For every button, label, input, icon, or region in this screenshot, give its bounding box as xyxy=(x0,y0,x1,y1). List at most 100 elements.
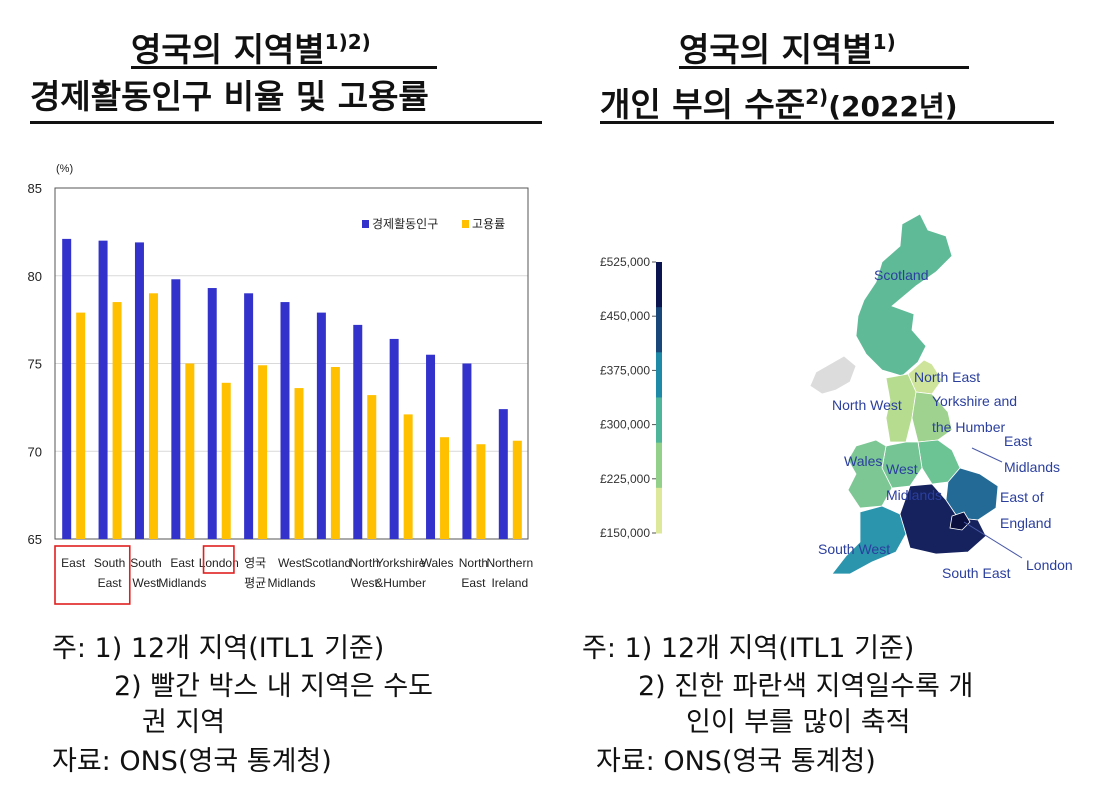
bar-econ-active-12 xyxy=(498,409,508,539)
category-label: Wales xyxy=(421,556,454,570)
right-title-underline1 xyxy=(679,66,969,69)
bar-econ-active-3 xyxy=(171,279,181,539)
right-note-2: 2) 진한 파란색 지역일수록 개 xyxy=(638,671,974,702)
map-label: East xyxy=(1004,433,1032,449)
category-label: West xyxy=(278,556,306,570)
right-title-underline2 xyxy=(600,121,1054,124)
category-label: 평균 xyxy=(244,576,266,590)
bar-employment-9 xyxy=(403,414,413,539)
left-title-underline1 xyxy=(131,66,437,69)
london-highlight-box xyxy=(202,545,235,574)
left-title-underline2 xyxy=(30,121,542,124)
category-label: 영국 xyxy=(244,556,266,570)
region-london xyxy=(949,511,971,531)
y-tick-label: 65 xyxy=(28,532,42,547)
bar-econ-active-4 xyxy=(207,288,217,539)
legend-label-1: 고용률 xyxy=(472,217,505,231)
london-leader-line xyxy=(963,521,1023,559)
category-label: South xyxy=(94,556,125,570)
map-label: London xyxy=(1026,557,1073,573)
bar-employment-8 xyxy=(367,395,377,539)
bar-employment-5 xyxy=(258,365,268,539)
region-scotland xyxy=(855,213,953,377)
scale-segment xyxy=(656,262,662,308)
right-panel: 영국의 지역별1) 개인 부의 수준2)(2022년) £525,000 £450… xyxy=(560,0,1110,804)
map-label: England xyxy=(1000,515,1051,531)
map-label: Midlands xyxy=(886,487,942,503)
category-label: North xyxy=(459,556,488,570)
category-label: London xyxy=(199,556,239,570)
right-source: 자료: ONS(영국 통계청) xyxy=(596,746,876,777)
category-label: East xyxy=(170,556,195,570)
scale-tick-label: £300,000 xyxy=(600,418,650,432)
east-midlands-leader-line xyxy=(971,447,1003,463)
scale-tick-label: £375,000 xyxy=(600,363,650,377)
bar-employment-6 xyxy=(294,388,304,539)
category-label: &Humber xyxy=(375,576,426,590)
y-unit-label: (%) xyxy=(56,163,73,175)
bar-employment-12 xyxy=(512,440,522,539)
bar-econ-active-7 xyxy=(316,312,326,539)
scale-tick-label: £450,000 xyxy=(600,309,650,323)
right-title-line2: 개인 부의 수준2)(2022년) xyxy=(600,85,958,124)
category-label: Midlands xyxy=(158,576,206,590)
category-label: West xyxy=(351,576,379,590)
bar-chart: (%) 65 70 75 80 85 East South East South West East M… xyxy=(28,163,533,605)
left-note-2: 2) 빨간 박스 내 지역은 수도 xyxy=(114,671,434,702)
wealth-map: £525,000 £450,000 £375,000 £300,000 £225,000… xyxy=(600,213,1073,581)
category-label: Northern xyxy=(486,556,533,570)
category-label: East xyxy=(98,576,123,590)
right-note-1: 주: 1) 12개 지역(ITL1 기준) xyxy=(582,633,915,664)
bar-econ-active-5 xyxy=(244,293,254,539)
category-label: East xyxy=(61,556,86,570)
category-label: Scotland xyxy=(305,556,352,570)
bar-employment-10 xyxy=(440,437,450,539)
capital-highlight-box xyxy=(54,545,131,605)
category-label: Ireland xyxy=(491,576,528,590)
scale-segment xyxy=(656,307,662,353)
bar-employment-2 xyxy=(148,293,158,539)
map-label: the Humber xyxy=(932,419,1005,435)
left-note-3: 권 지역 xyxy=(142,707,226,738)
category-label: South xyxy=(130,556,161,570)
bar-employment-7 xyxy=(330,367,340,539)
map-label: West xyxy=(886,461,918,477)
map-label: Wales xyxy=(844,453,882,469)
region-south-east xyxy=(899,483,987,555)
map-label: North East xyxy=(914,369,980,385)
bar-employment-1 xyxy=(112,302,122,539)
bar-econ-active-1 xyxy=(98,240,108,539)
bar-employment-11 xyxy=(476,444,486,539)
bar-employment-0 xyxy=(76,312,86,539)
scale-segment xyxy=(656,352,662,398)
bar-econ-active-10 xyxy=(426,354,436,539)
bar-employment-3 xyxy=(185,363,195,539)
map-label: Midlands xyxy=(1004,459,1060,475)
left-source: 자료: ONS(영국 통계청) xyxy=(52,746,332,777)
scale-tick-label: £150,000 xyxy=(600,526,650,540)
category-label: West xyxy=(132,576,160,590)
bar-econ-active-2 xyxy=(134,242,144,539)
legend-swatch-0 xyxy=(362,220,369,228)
y-tick-label: 70 xyxy=(28,444,42,459)
category-label: Yorkshire xyxy=(376,556,426,570)
map-label: South East xyxy=(942,565,1011,581)
map-label: South West xyxy=(818,541,890,557)
scale-tick-label: £225,000 xyxy=(600,472,650,486)
legend-swatch-1 xyxy=(462,220,469,228)
map-label: North West xyxy=(832,397,902,413)
bar-econ-active-0 xyxy=(62,238,72,539)
left-title-line1: 영국의 지역별1)2) xyxy=(131,30,371,69)
y-tick-label: 85 xyxy=(28,181,42,196)
right-title-line1: 영국의 지역별1) xyxy=(679,30,896,69)
category-label: East xyxy=(461,576,486,590)
left-note-1: 주: 1) 12개 지역(ITL1 기준) xyxy=(52,633,385,664)
region-south-west xyxy=(831,505,907,575)
bar-econ-active-9 xyxy=(389,338,399,539)
scale-segment xyxy=(656,487,662,534)
right-note-3: 인이 부를 많이 축적 xyxy=(686,707,911,738)
bar-econ-active-8 xyxy=(353,324,363,539)
left-title-line2: 경제활동인구 비율 및 고용률 xyxy=(30,77,429,116)
y-tick-label: 80 xyxy=(28,269,42,284)
scale-segment xyxy=(656,397,662,444)
